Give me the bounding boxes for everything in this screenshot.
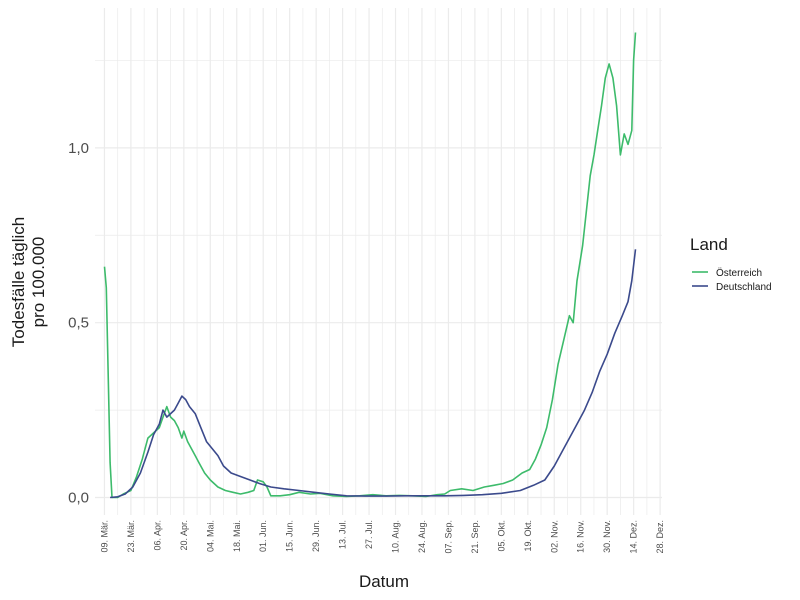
x-tick-label: 07. Sep.	[443, 520, 453, 554]
legend-title: Land	[690, 235, 728, 254]
grid	[95, 8, 662, 515]
x-tick-label: 23. Mär.	[126, 520, 136, 553]
x-tick-label: 10. Aug.	[391, 520, 401, 553]
legend: Land Österreich Deutschland	[690, 235, 772, 293]
x-tick-label: 09. Mär.	[99, 520, 109, 553]
x-tick-label: 19. Okt.	[523, 520, 533, 552]
series-layer	[103, 32, 637, 499]
series-line-oesterreich	[103, 32, 637, 499]
x-tick-label: 29. Jun.	[311, 520, 321, 552]
x-tick-label: 15. Jun.	[285, 520, 295, 552]
x-axis: 09. Mär. 23. Mär. 06. Apr. 20. Apr. 04. Mai.…	[99, 520, 665, 554]
x-tick-label: 06. Apr.	[152, 520, 162, 551]
y-tick-label: 1,0	[68, 140, 89, 157]
x-tick-label: 16. Nov.	[576, 520, 586, 553]
y-axis-title-line-2: pro 100.000	[29, 237, 48, 328]
legend-label: Österreich	[716, 267, 762, 279]
x-tick-label: 30. Nov.	[602, 520, 612, 553]
x-tick-label: 13. Jul.	[338, 520, 348, 549]
x-tick-label: 21. Sep.	[470, 520, 480, 554]
x-tick-label: 28. Dez.	[655, 520, 665, 554]
x-tick-label: 04. Mai.	[205, 520, 215, 552]
y-tick-label: 0,0	[68, 490, 89, 507]
y-axis: 0,0 0,5 1,0	[68, 140, 89, 507]
x-tick-label: 24. Aug.	[417, 520, 427, 553]
x-tick-label: 05. Okt.	[496, 520, 506, 552]
legend-label: Deutschland	[716, 282, 772, 293]
y-axis-title: Todesfälle täglich pro 100.000	[9, 217, 48, 347]
series-line-deutschland	[110, 249, 637, 499]
y-axis-title-line-1: Todesfälle täglich	[9, 217, 28, 347]
x-tick-label: 20. Apr.	[179, 520, 189, 551]
x-tick-label: 18. Mai.	[232, 520, 242, 552]
x-tick-label: 27. Jul.	[364, 520, 374, 549]
x-axis-title: Datum	[359, 572, 409, 591]
y-tick-label: 0,5	[68, 315, 89, 332]
x-tick-label: 01. Jun.	[258, 520, 268, 552]
x-tick-label: 14. Dez.	[629, 520, 639, 554]
x-tick-label: 02. Nov.	[549, 520, 559, 553]
